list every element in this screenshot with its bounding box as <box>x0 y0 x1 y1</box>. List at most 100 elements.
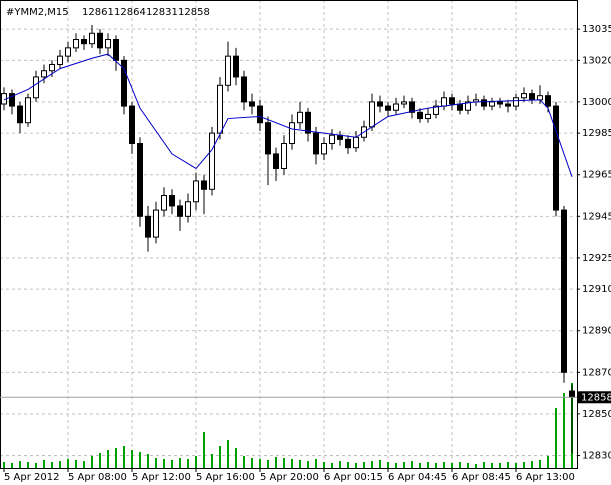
candle-body <box>241 76 247 103</box>
candle-body <box>81 39 87 45</box>
candle-body <box>193 180 199 203</box>
candle-body <box>489 101 495 107</box>
plot-frame <box>0 0 578 469</box>
candle-body <box>209 132 215 190</box>
candle-body <box>305 111 311 134</box>
y-tick-label: 12890 <box>582 326 611 337</box>
candle-body <box>161 195 167 211</box>
x-tick-label: 6 Apr 08:45 <box>452 472 511 483</box>
x-tick-label: 6 Apr 13:00 <box>516 472 575 483</box>
candle-body <box>73 39 79 49</box>
candle-body <box>569 390 575 398</box>
candle-body <box>553 105 559 211</box>
candle-body <box>441 97 447 107</box>
candle-body <box>409 101 415 113</box>
candle-body <box>329 134 335 145</box>
candle-body <box>313 132 319 155</box>
candle-body <box>369 101 375 128</box>
header-open: 12861 <box>82 7 114 18</box>
candle-body <box>377 101 383 107</box>
y-tick-label: 12910 <box>582 284 611 295</box>
candle-body <box>457 103 463 111</box>
candle-body <box>201 180 207 190</box>
candle-body <box>497 101 503 105</box>
candle-body <box>185 201 191 217</box>
candle-body <box>177 205 183 217</box>
candle-body <box>105 39 111 49</box>
y-tick-label: 13020 <box>582 55 611 66</box>
candle-body <box>137 143 143 217</box>
candle-body <box>49 63 55 72</box>
candle-body <box>289 122 295 145</box>
x-tick-label: 5 Apr 20:00 <box>260 472 319 483</box>
grid <box>0 0 577 468</box>
candle-body <box>465 101 471 111</box>
y-tick-label: 12850 <box>582 409 611 420</box>
y-tick-label: 13000 <box>582 97 611 108</box>
candle-body <box>25 97 31 124</box>
y-tick-label: 12985 <box>582 128 611 139</box>
candle-body <box>353 136 359 149</box>
candle-body <box>121 59 127 107</box>
candle-body <box>417 111 423 120</box>
x-tick-label: 6 Apr 00:15 <box>324 472 383 483</box>
candle-body <box>529 93 535 101</box>
candle-body <box>169 195 175 207</box>
candle-body <box>17 105 23 124</box>
candle-body <box>281 143 287 169</box>
x-tick-label: 5 Apr 16:00 <box>196 472 255 483</box>
candle-body <box>297 111 303 124</box>
candle-body <box>217 84 223 134</box>
candle-body <box>537 95 543 101</box>
symbol: #YMM2,M15 <box>6 7 69 18</box>
header-high: 12864 <box>114 7 146 18</box>
candle-body <box>97 32 103 49</box>
candle-body <box>425 113 431 120</box>
candle-body <box>41 70 47 78</box>
y-tick-label: 13035 <box>582 24 611 35</box>
x-tick-label: 5 Apr 2012 <box>4 472 59 483</box>
candle-body <box>321 143 327 155</box>
candle-body <box>385 105 391 111</box>
candle-body <box>129 105 135 145</box>
candle-body <box>225 55 231 86</box>
candle-body <box>113 39 119 61</box>
price-label-box <box>578 391 611 404</box>
y-tick-label: 12870 <box>582 367 611 378</box>
candle-body <box>153 209 159 238</box>
x-tick-label: 5 Apr 12:00 <box>132 472 191 483</box>
plot-area <box>1 24 575 468</box>
candle-body <box>57 55 63 65</box>
candle-body <box>89 32 95 45</box>
candle-body <box>521 93 527 99</box>
candle-body <box>65 47 71 57</box>
y-tick-label: 12945 <box>582 211 611 222</box>
candle-body <box>345 138 351 149</box>
candle-body <box>257 105 263 124</box>
candle-body <box>449 97 455 105</box>
header-close: 12858 <box>178 7 210 18</box>
moving-average <box>3 53 573 177</box>
candle-body <box>265 122 271 155</box>
candle-body <box>513 97 519 107</box>
candle-body <box>561 209 567 373</box>
candle-body <box>545 95 551 107</box>
candle-body <box>33 76 39 99</box>
header-low: 12831 <box>146 7 178 18</box>
y-tick-label: 12925 <box>582 253 611 264</box>
y-tick-label: 12830 <box>582 451 611 462</box>
candle-body <box>145 215 151 238</box>
candle-body <box>249 101 255 107</box>
candle-body <box>9 93 15 107</box>
x-tick-label: 6 Apr 04:45 <box>388 472 447 483</box>
candle-body <box>233 55 239 78</box>
candle-body <box>481 99 487 107</box>
candle-body <box>393 103 399 111</box>
candle-body <box>433 105 439 115</box>
x-tick-label: 5 Apr 08:00 <box>68 472 127 483</box>
price-label: 12858 <box>581 392 611 403</box>
candle-body <box>273 153 279 169</box>
y-tick-label: 12965 <box>582 170 611 181</box>
